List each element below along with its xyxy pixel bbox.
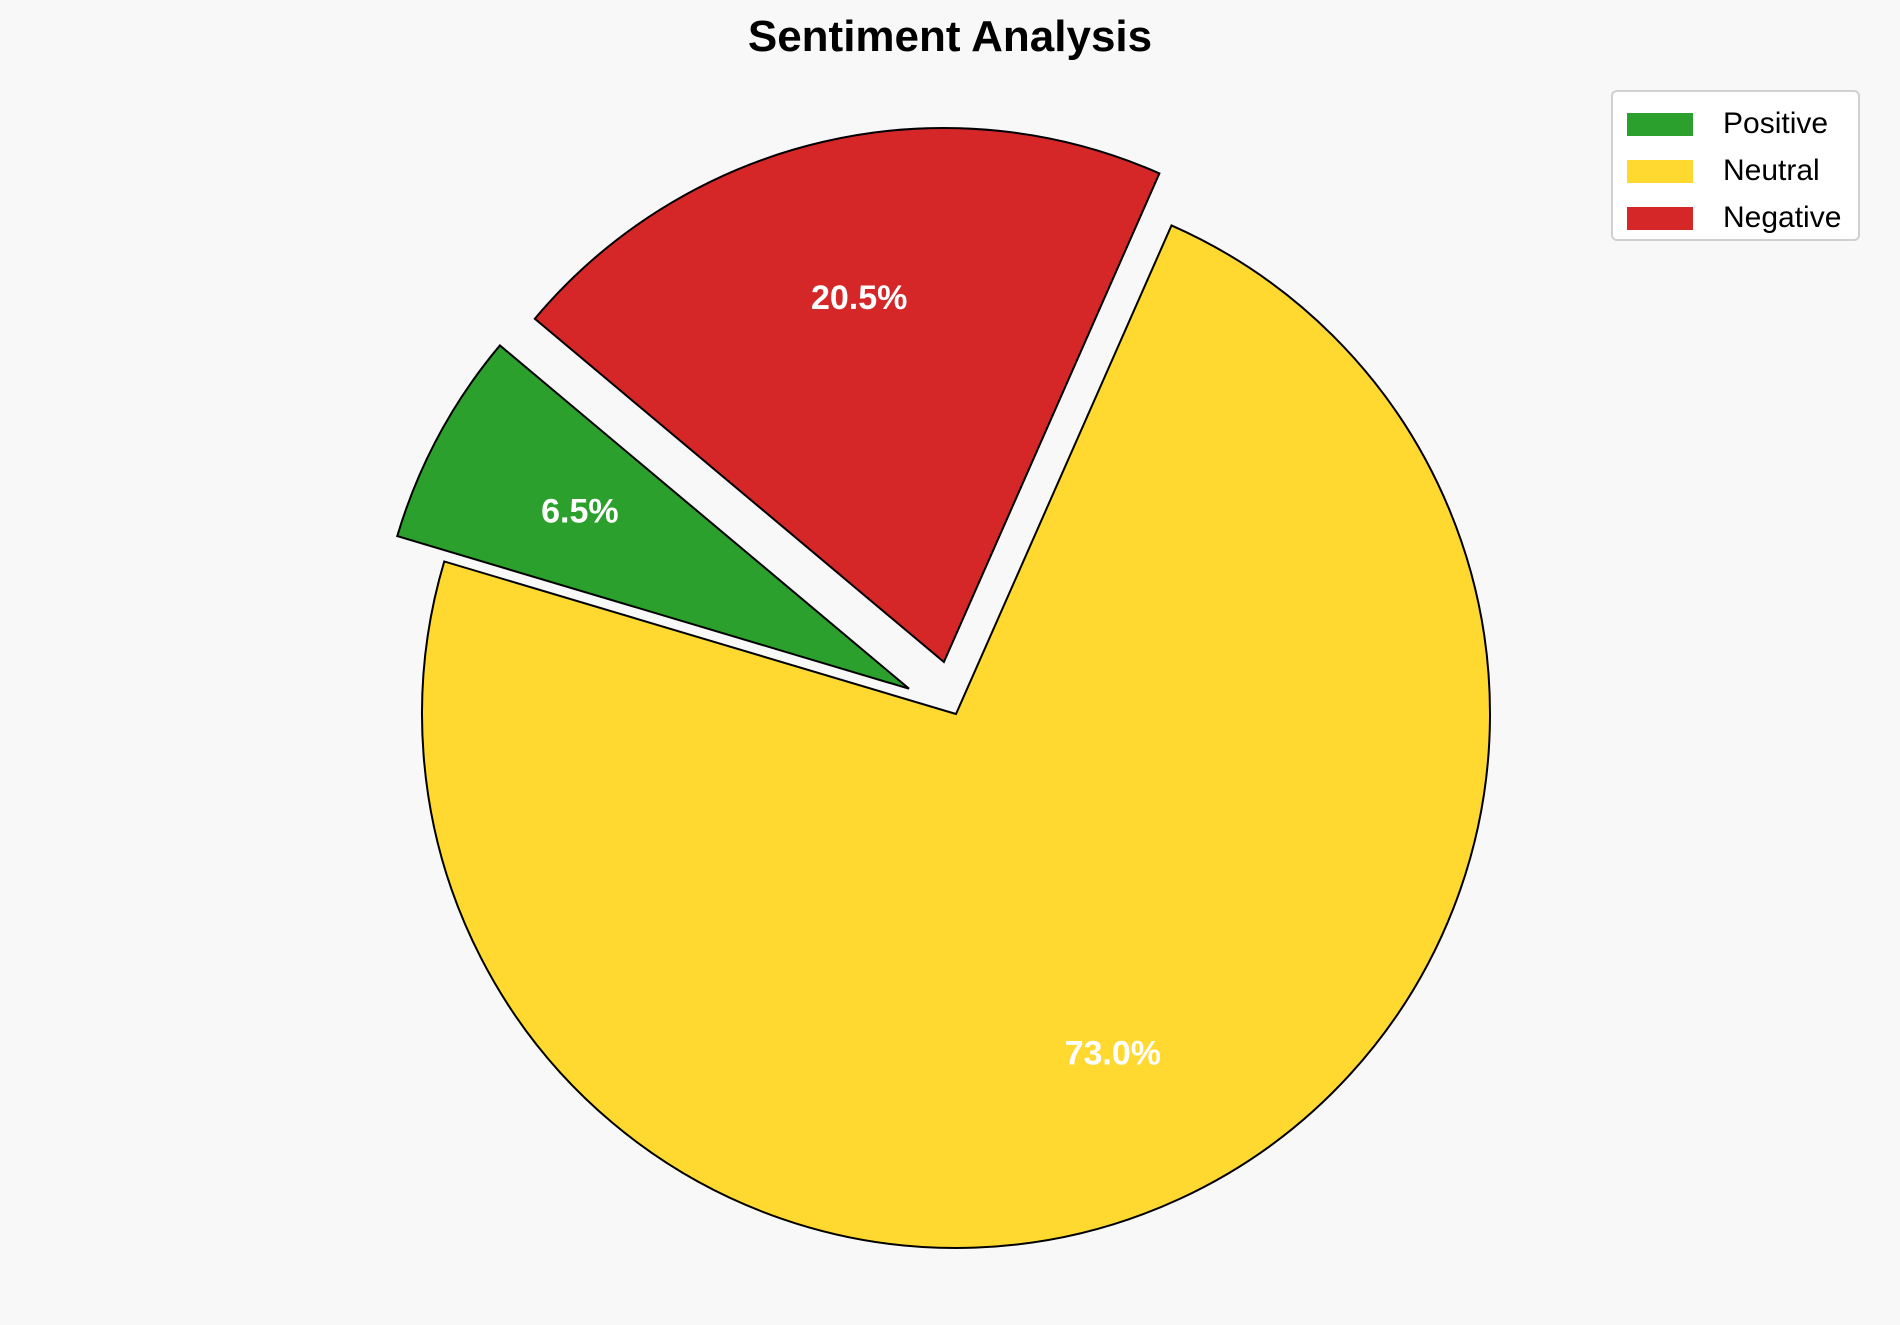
legend-label: Neutral [1723, 154, 1820, 187]
legend-label: Negative [1723, 201, 1842, 234]
pct-label-neutral: 73.0% [1065, 1034, 1161, 1072]
legend-swatch [1627, 206, 1693, 230]
legend-item-positive: Positive [1627, 104, 1828, 144]
chart-title: Sentiment Analysis [747, 12, 1153, 61]
legend-swatch [1627, 112, 1693, 136]
legend-label: Positive [1723, 107, 1829, 140]
pct-label-positive: 6.5% [541, 492, 619, 530]
pie-slice-positive [395, 344, 910, 690]
legend-item-negative: Negative [1627, 198, 1841, 238]
legend-swatch [1627, 159, 1693, 183]
pct-label-negative: 20.5% [811, 279, 907, 317]
pie-slice-neutral [421, 224, 1491, 1249]
pie-slice-negative [533, 127, 1161, 664]
legend-item-neutral: Neutral [1627, 151, 1820, 191]
legend: Positive Neutral Negative [1611, 90, 1860, 241]
